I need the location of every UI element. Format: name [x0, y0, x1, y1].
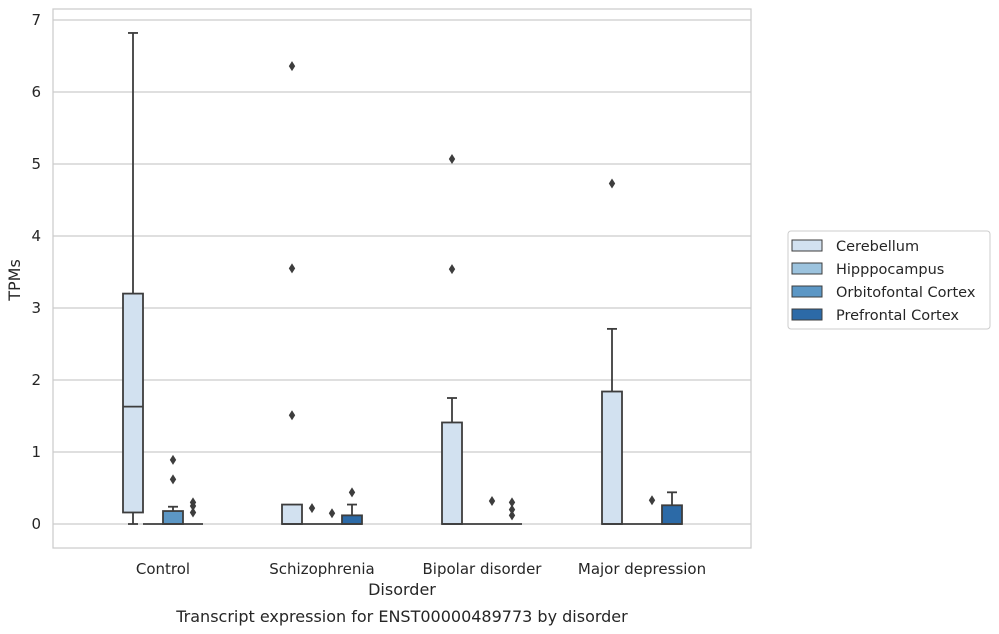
legend-frame: [787, 230, 991, 330]
y-tick-label: 5: [31, 155, 41, 173]
y-tick-label: 3: [31, 299, 41, 317]
x-tick-label: Control: [136, 560, 190, 578]
legend: Cerebellum Hipppocampus Orbitofontal Corte…: [787, 230, 991, 330]
box-plots: [122, 32, 683, 525]
x-tick-label: Major depression: [578, 560, 706, 578]
legend-label: Prefrontal Cortex: [836, 308, 959, 324]
legend-swatch: [791, 239, 823, 252]
outlier-point: [189, 507, 197, 518]
outlier-point: [288, 61, 296, 72]
outlier-point: [348, 487, 356, 498]
outlier-point: [288, 410, 296, 421]
box: [162, 510, 184, 525]
box-group: [281, 61, 303, 525]
legend-label: Orbitofontal Cortex: [836, 285, 976, 301]
box-group: [502, 497, 522, 525]
box-group: [661, 491, 683, 525]
plot-frame: [52, 8, 752, 549]
box: [661, 504, 683, 525]
y-tick-label: 2: [31, 371, 41, 389]
box-group: [183, 497, 203, 525]
box-group: [302, 503, 322, 525]
y-tick-label: 7: [31, 11, 41, 29]
box-group: [441, 153, 463, 525]
legend-label: Hipppocampus: [836, 262, 944, 278]
box: [601, 390, 623, 525]
legend-item: Orbitofontal Cortex: [791, 285, 976, 301]
box: [122, 292, 144, 514]
box-group: [642, 495, 662, 525]
box-group: [601, 178, 623, 525]
outlier-point: [448, 264, 456, 275]
legend-label: Cerebellum: [836, 239, 919, 255]
y-axis-label: TPMs: [5, 259, 24, 302]
legend-swatch: [791, 262, 823, 275]
box-group: [341, 487, 363, 525]
outlier-point: [288, 263, 296, 274]
box: [341, 514, 363, 525]
legend-swatch: [791, 308, 823, 321]
x-tick-labels: Control Schizophrenia Bipolar disorder Majo…: [136, 560, 706, 578]
box: [281, 503, 303, 525]
outlier-point: [308, 503, 316, 514]
legend-swatch: [791, 285, 823, 298]
x-tick-label: Schizophrenia: [269, 560, 374, 578]
outlier-point: [169, 474, 177, 485]
box: [441, 421, 463, 525]
y-tick-label: 4: [31, 227, 41, 245]
legend-item: Hipppocampus: [791, 262, 944, 278]
outlier-point: [508, 510, 516, 521]
y-tick-labels: 0 1 2 3 4 5 6 7: [31, 11, 41, 533]
legend-item: Prefrontal Cortex: [791, 308, 959, 324]
y-tick-label: 1: [31, 443, 41, 461]
y-tick-label: 6: [31, 83, 41, 101]
box-group: [322, 508, 342, 525]
x-axis-label: Disorder: [368, 580, 436, 599]
box-group: [162, 454, 184, 525]
outlier-point: [328, 508, 336, 519]
grid-lines: [53, 19, 751, 525]
outlier-point: [508, 504, 516, 515]
box-group: [482, 495, 502, 525]
outlier-point: [169, 454, 177, 465]
outlier-point: [648, 495, 656, 506]
box-group: [122, 32, 144, 525]
y-tick-label: 0: [31, 515, 41, 533]
outlier-point: [488, 495, 496, 506]
outlier-point: [608, 178, 616, 189]
outlier-point: [508, 497, 516, 508]
chart-title: Transcript expression for ENST0000048977…: [175, 607, 628, 626]
outlier-point: [448, 153, 456, 164]
legend-item: Cerebellum: [791, 239, 919, 255]
x-tick-label: Bipolar disorder: [423, 560, 543, 578]
outlier-point: [189, 497, 197, 508]
